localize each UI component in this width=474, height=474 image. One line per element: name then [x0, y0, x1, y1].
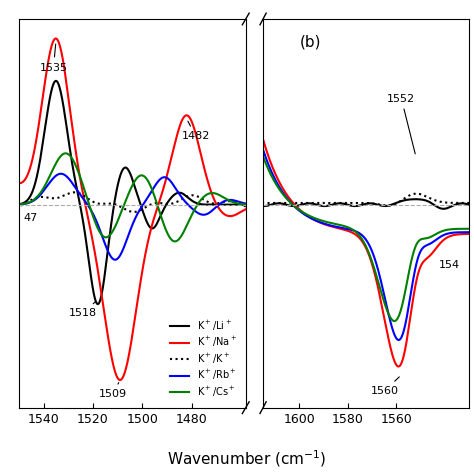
Text: 1552: 1552 — [387, 93, 415, 154]
Text: (b): (b) — [300, 34, 322, 49]
Text: 47: 47 — [24, 213, 38, 223]
Text: 1535: 1535 — [39, 44, 67, 73]
Text: Wavenumber (cm$^{-1}$): Wavenumber (cm$^{-1}$) — [167, 448, 326, 469]
Text: 154: 154 — [439, 260, 460, 270]
Text: 1518: 1518 — [69, 301, 97, 319]
Text: 1482: 1482 — [182, 121, 210, 141]
Legend: K$^+$/Li$^+$, K$^+$/Na$^+$, K$^+$/K$^+$, K$^+$/Rb$^+$, K$^+$/Cs$^+$: K$^+$/Li$^+$, K$^+$/Na$^+$, K$^+$/K$^+$,… — [166, 315, 241, 403]
Text: 1560: 1560 — [370, 377, 399, 396]
Text: 1509: 1509 — [99, 383, 127, 399]
